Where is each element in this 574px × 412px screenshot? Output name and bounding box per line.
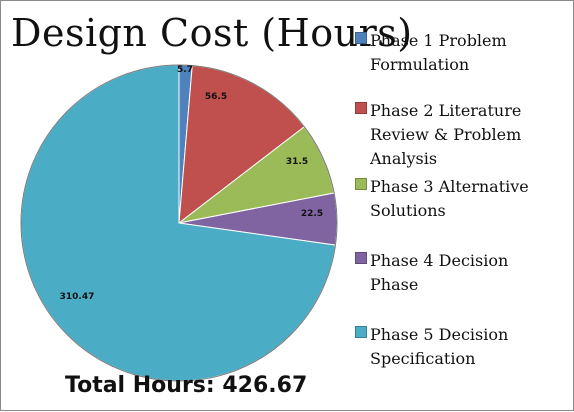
data-label-phase-5: 310.47 <box>60 292 95 302</box>
legend-swatch-phase-1 <box>355 32 367 44</box>
chart-title: Design Cost (Hours) <box>11 11 413 55</box>
data-label-phase-1: 5.7 <box>177 65 193 75</box>
data-label-phase-3: 31.5 <box>286 157 308 167</box>
legend-label-phase-3: Phase 3 Alternative Solutions <box>370 177 529 220</box>
data-label-phase-4: 22.5 <box>301 209 323 219</box>
total-hours: Total Hours: 426.67 <box>65 373 308 398</box>
legend-swatch-phase-3 <box>355 178 367 190</box>
legend-label-phase-5: Phase 5 Decision Specification <box>370 325 509 368</box>
data-label-phase-2: 56.5 <box>205 92 227 102</box>
legend-swatch-phase-5 <box>355 326 367 338</box>
legend-label-phase-1: Phase 1 Problem Formulation <box>370 31 507 74</box>
legend-label-phase-4: Phase 4 Decision Phase <box>370 251 509 294</box>
pie-outline <box>20 64 338 382</box>
legend-label-phase-2: Phase 2 Literature Review & Problem Anal… <box>370 101 522 168</box>
legend-swatch-phase-4 <box>355 252 367 264</box>
legend-swatch-phase-2 <box>355 102 367 114</box>
